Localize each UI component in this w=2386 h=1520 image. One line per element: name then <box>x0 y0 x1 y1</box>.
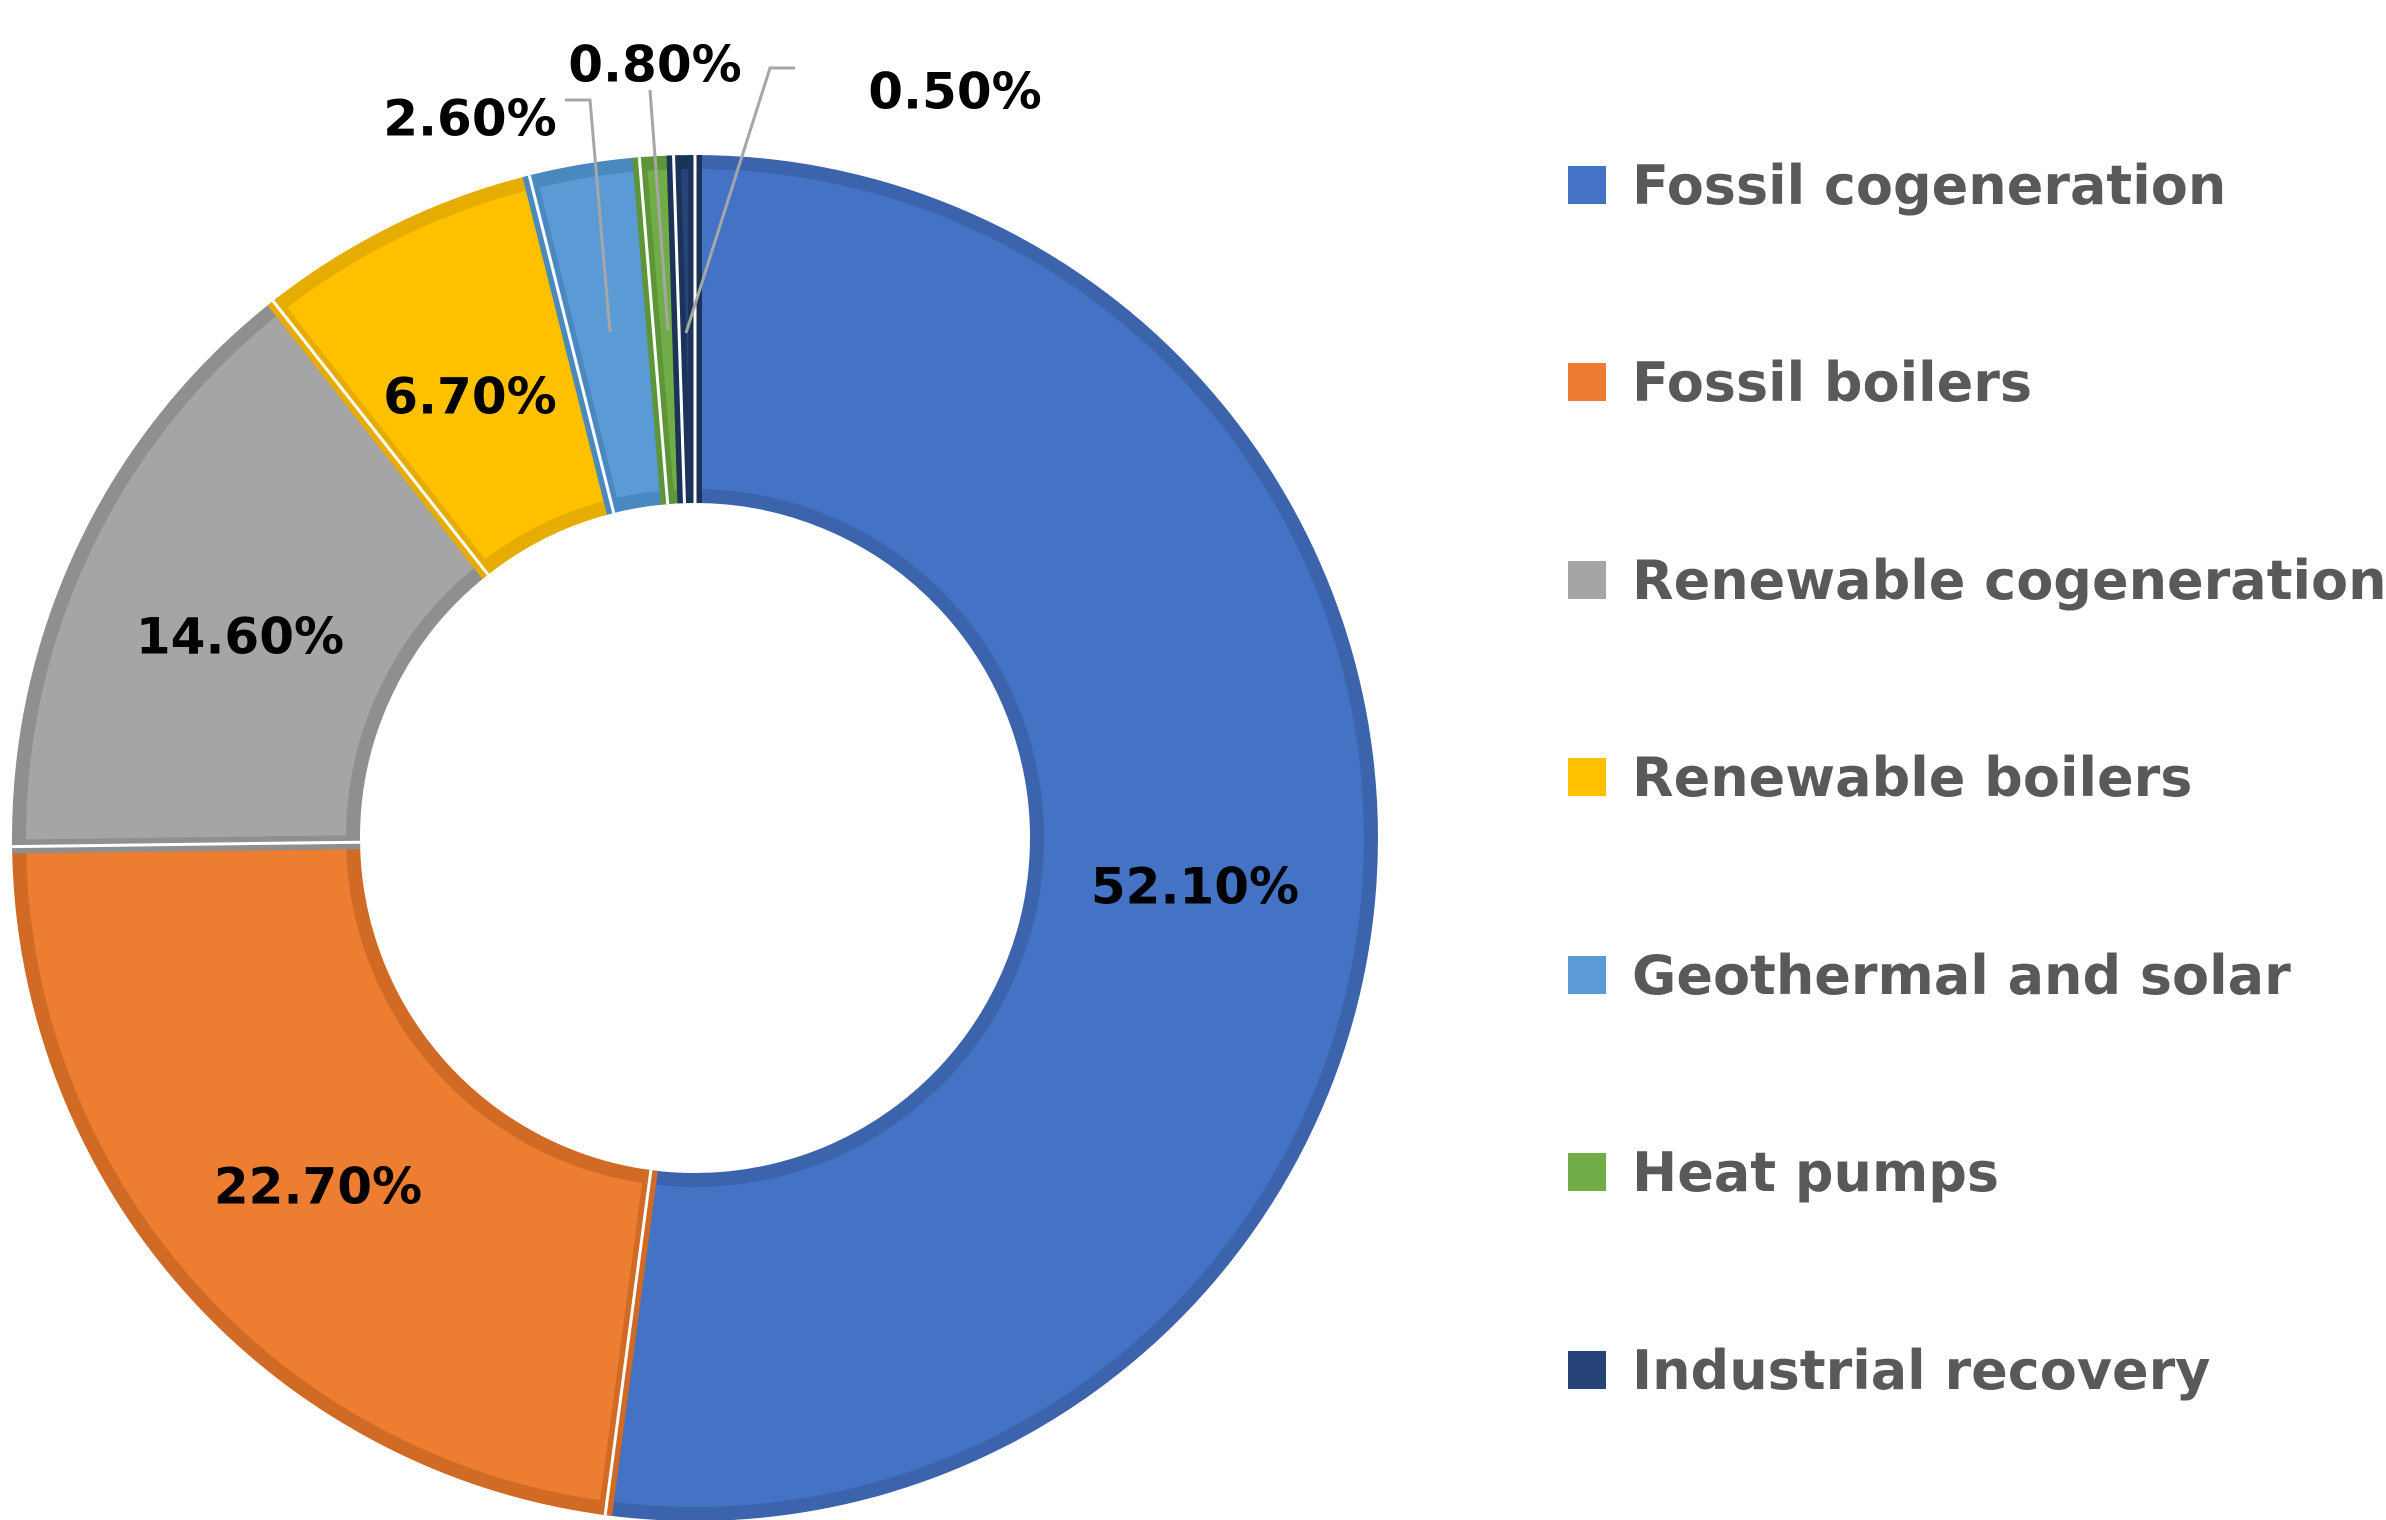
legend-swatch <box>1568 758 1606 796</box>
slice-separator <box>271 300 490 576</box>
legend-swatch <box>1568 1153 1606 1191</box>
slice-renewable-cogeneration <box>12 296 494 854</box>
legend-swatch <box>1568 166 1606 204</box>
legend-swatch <box>1568 1351 1606 1389</box>
legend-label: Fossil boilers <box>1632 350 2033 414</box>
data-label: 0.50% <box>868 63 1041 121</box>
legend-swatch <box>1568 561 1606 599</box>
legend-item-geothermal-and-solar: Geothermal and solar <box>1568 935 2291 1015</box>
slice-separator <box>603 1169 653 1516</box>
data-label: 0.80% <box>568 36 741 94</box>
legend-item-renewable-cogeneration: Renewable cogeneration <box>1568 540 2386 620</box>
data-label: 2.60% <box>383 90 556 148</box>
legend-label: Heat pumps <box>1632 1140 2000 1204</box>
legend-item-renewable-boilers: Renewable boilers <box>1568 737 2192 817</box>
data-label: 52.10% <box>1091 858 1299 916</box>
slice-industrial-recovery <box>666 154 702 504</box>
leader-line <box>648 89 670 331</box>
data-label: 6.70% <box>383 368 556 426</box>
legend-label: Renewable boilers <box>1632 745 2193 809</box>
data-label: 22.70% <box>214 1158 422 1216</box>
legend-label: Industrial recovery <box>1632 1338 2211 1402</box>
slice-fossil-boilers <box>11 835 658 1516</box>
legend-item-heat-pumps: Heat pumps <box>1568 1132 1999 1212</box>
legend-item-fossil-cogeneration: Fossil cogeneration <box>1568 145 2226 225</box>
leader-line <box>565 98 612 333</box>
slice-separator <box>527 175 616 514</box>
legend-swatch <box>1568 363 1606 401</box>
legend-label: Geothermal and solar <box>1632 943 2291 1007</box>
slice-separator <box>12 840 361 849</box>
slice-fossil-cogeneration <box>598 154 1378 1520</box>
slice-separator <box>637 157 670 505</box>
slice-separator <box>672 155 686 504</box>
legend-label: Fossil cogeneration <box>1632 153 2227 217</box>
legend-swatch <box>1568 956 1606 994</box>
legend-label: Renewable cogeneration <box>1632 548 2386 612</box>
legend-item-industrial-recovery: Industrial recovery <box>1568 1330 2211 1410</box>
data-label: 14.60% <box>136 608 344 666</box>
legend-item-fossil-boilers: Fossil boilers <box>1568 342 2032 422</box>
leader-line <box>684 66 795 334</box>
